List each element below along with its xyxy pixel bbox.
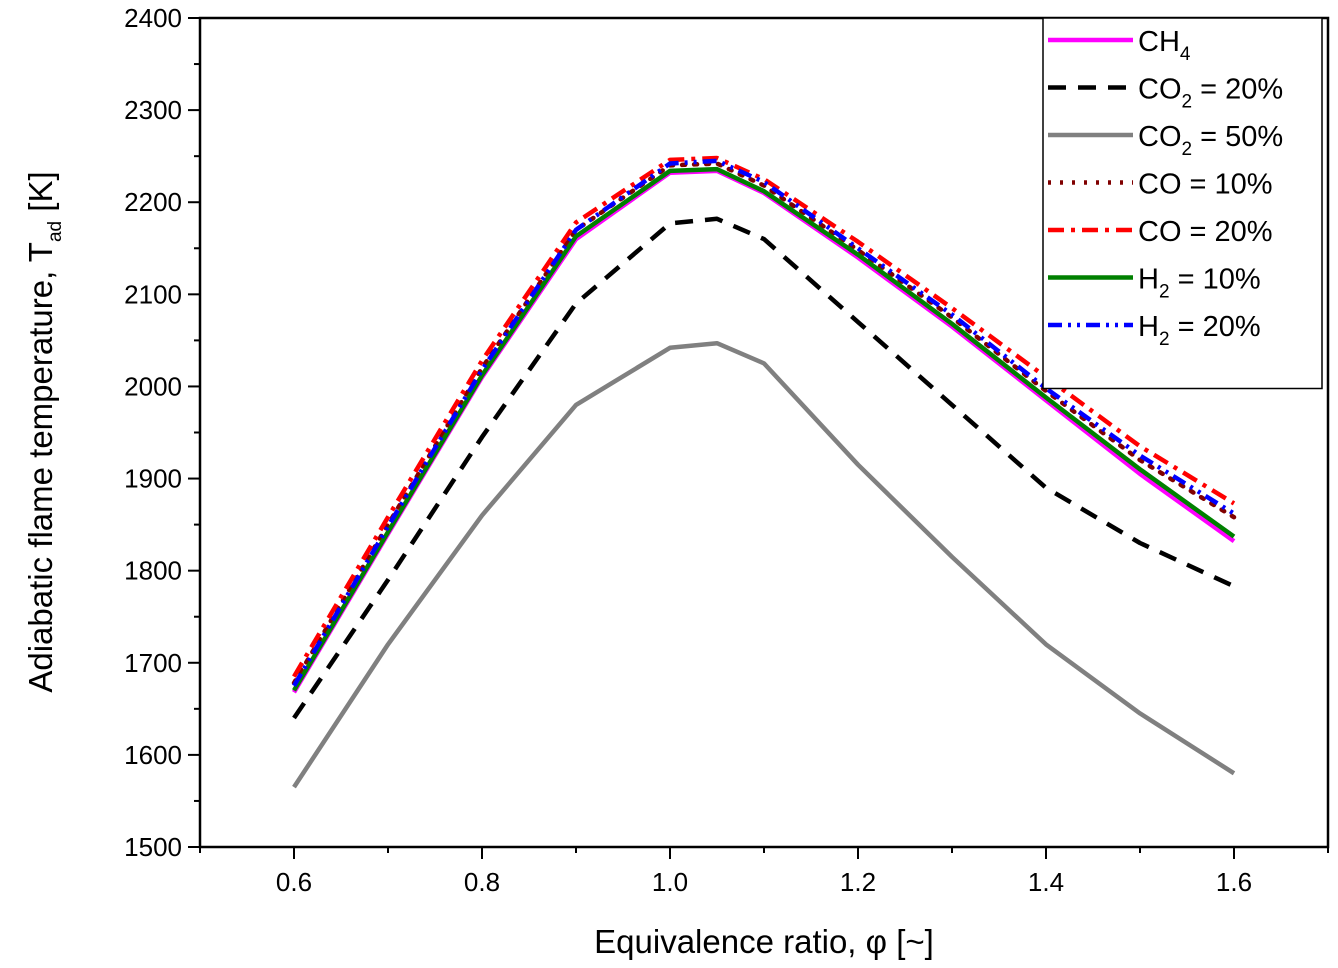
series-line-2 <box>292 216 1235 720</box>
x-tick-label: 1.0 <box>652 867 688 897</box>
y-axis-title-unit: [K] <box>22 171 59 221</box>
x-tick-label: 1.4 <box>1028 867 1064 897</box>
y-tick-label: 2200 <box>124 187 182 217</box>
legend-label-4: CO = 10% <box>1138 169 1273 201</box>
series-line-7 <box>292 158 1236 687</box>
legend-label-2: CO2 = 20% <box>1138 74 1283 113</box>
legend: CH4 CO2 = 20% CO2 = 50% CO = 10% CO = 20% H2 … <box>1042 17 1323 390</box>
y-tick-label: 1700 <box>124 648 182 678</box>
x-tick-label: 0.6 <box>276 867 312 897</box>
y-axis-title-sub: ad <box>45 221 66 242</box>
series-line-4 <box>291 161 1237 686</box>
legend-label-7: H2 = 20% <box>1138 311 1261 350</box>
y-tick-label: 1500 <box>124 832 182 862</box>
y-tick-label: 2300 <box>124 95 182 125</box>
legend-label-6: H2 = 10% <box>1138 264 1261 303</box>
y-axis-title: Adiabatic flame temperature, Tad [K] <box>22 171 66 692</box>
legend-label-5: CO = 20% <box>1138 216 1273 248</box>
y-tick-label: 1600 <box>124 740 182 770</box>
series-line-3 <box>292 340 1236 789</box>
legend-label-3: CO2 = 50% <box>1138 121 1283 160</box>
series-line-6 <box>292 166 1236 692</box>
y-tick-label: 1800 <box>124 556 182 586</box>
y-tick-label: 2400 <box>124 3 182 33</box>
x-axis-title: Equivalence ratio, φ [~] <box>594 923 934 960</box>
series-layer <box>291 155 1237 789</box>
y-axis: 1500 1600 1700 1800 1900 2000 2100 2200 2300 2400 <box>124 3 200 862</box>
x-tick-label: 1.6 <box>1216 867 1252 897</box>
y-tick-label: 2100 <box>124 279 182 309</box>
y-tick-label: 2000 <box>124 371 182 401</box>
y-axis-title-main: Adiabatic flame temperature, T <box>22 242 59 693</box>
x-tick-label: 0.8 <box>464 867 500 897</box>
series-line-5 <box>292 155 1236 678</box>
legend-label-1: CH4 <box>1138 26 1191 65</box>
x-tick-label: 1.2 <box>840 867 876 897</box>
x-axis: 0.6 0.8 1.0 1.2 1.4 1.6 <box>199 847 1329 897</box>
y-axis-title-group: Adiabatic flame temperature, Tad [K] <box>22 171 66 692</box>
y-tick-label: 1900 <box>124 464 182 494</box>
